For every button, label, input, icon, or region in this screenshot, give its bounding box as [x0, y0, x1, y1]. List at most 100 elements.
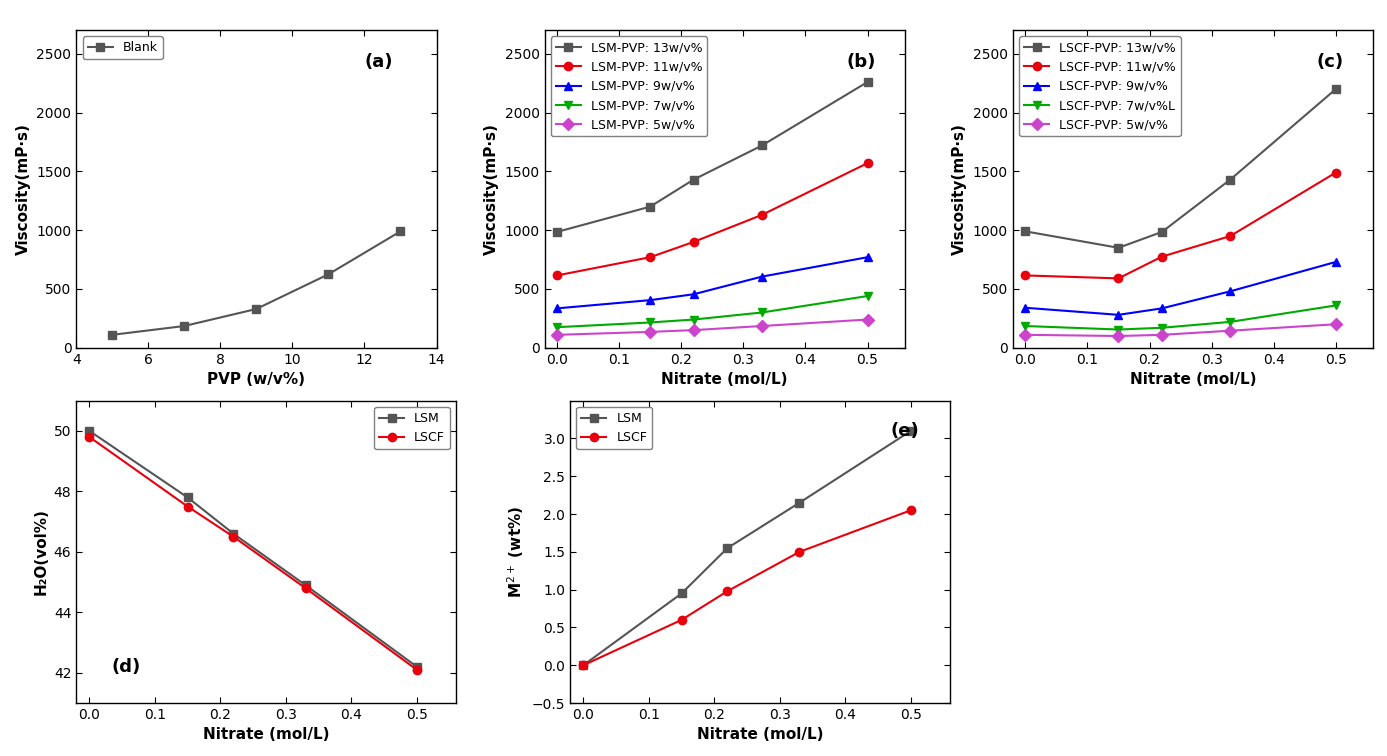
LSM — [80, 426, 97, 435]
LSCF-PVP: 13w/v%: (0.15, 850): 13w/v%: (0.15, 850) — [1110, 243, 1126, 253]
LSCF — [903, 506, 920, 515]
LSM-PVP: 13w/v%: (0.22, 1.43e+03): 13w/v%: (0.22, 1.43e+03) — [685, 175, 702, 184]
Line: Blank: Blank — [108, 227, 405, 339]
LSM-PVP: 11w/v%: (0.15, 770): 11w/v%: (0.15, 770) — [642, 253, 659, 262]
LSCF — [791, 547, 807, 556]
Y-axis label: M$^{2+}$ (wt%): M$^{2+}$ (wt%) — [505, 506, 526, 598]
LSCF-PVP: 7w/v%L: (0.22, 170): 7w/v%L: (0.22, 170) — [1154, 324, 1171, 333]
Legend: LSM, LSCF: LSM, LSCF — [577, 407, 652, 449]
Blank — [104, 330, 121, 339]
LSM-PVP: 9w/v%: (0.15, 405): 9w/v%: (0.15, 405) — [642, 296, 659, 305]
LSCF-PVP: 11w/v%: (0.33, 950): 11w/v%: (0.33, 950) — [1222, 231, 1239, 240]
Y-axis label: Viscosity(mP·s): Viscosity(mP·s) — [953, 123, 967, 255]
LSCF-PVP: 5w/v%: (0.33, 145): 5w/v%: (0.33, 145) — [1222, 326, 1239, 335]
Line: LSM-PVP: 13w/v%: LSM-PVP: 13w/v% — [553, 78, 871, 236]
Line: LSM: LSM — [85, 426, 422, 671]
LSCF — [297, 584, 313, 593]
Y-axis label: Viscosity(mP·s): Viscosity(mP·s) — [484, 123, 499, 255]
Blank — [248, 305, 265, 314]
Y-axis label: Viscosity(mP·s): Viscosity(mP·s) — [15, 123, 31, 255]
LSCF-PVP: 7w/v%L: (0.5, 360): 7w/v%L: (0.5, 360) — [1327, 301, 1344, 310]
LSM-PVP: 5w/v%: (0.22, 150): 5w/v%: (0.22, 150) — [685, 326, 702, 335]
X-axis label: Nitrate (mol/L): Nitrate (mol/L) — [696, 727, 824, 742]
LSCF-PVP: 7w/v%L: (0.33, 220): 7w/v%L: (0.33, 220) — [1222, 318, 1239, 327]
LSCF-PVP: 5w/v%: (0, 110): 5w/v%: (0, 110) — [1017, 330, 1033, 339]
Line: LSCF-PVP: 11w/v%: LSCF-PVP: 11w/v% — [1021, 169, 1340, 283]
LSM-PVP: 13w/v%: (0.15, 1.2e+03): 13w/v%: (0.15, 1.2e+03) — [642, 202, 659, 211]
LSM-PVP: 11w/v%: (0.22, 900): 11w/v%: (0.22, 900) — [685, 237, 702, 246]
LSCF-PVP: 11w/v%: (0.5, 1.49e+03): 11w/v%: (0.5, 1.49e+03) — [1327, 168, 1344, 177]
Text: (e): (e) — [890, 422, 918, 440]
LSM-PVP: 11w/v%: (0.5, 1.57e+03): 11w/v%: (0.5, 1.57e+03) — [859, 159, 875, 168]
LSCF-PVP: 9w/v%: (0, 340): 9w/v%: (0, 340) — [1017, 303, 1033, 312]
LSM — [409, 662, 426, 671]
Blank — [176, 321, 193, 330]
LSCF-PVP: 5w/v%: (0.22, 110): 5w/v%: (0.22, 110) — [1154, 330, 1171, 339]
LSM-PVP: 13w/v%: (0.33, 1.72e+03): 13w/v%: (0.33, 1.72e+03) — [753, 141, 770, 150]
Legend: LSCF-PVP: 13w/v%, LSCF-PVP: 11w/v%, LSCF-PVP: 9w/v%, LSCF-PVP: 7w/v%L, LSCF-PVP:: LSCF-PVP: 13w/v%, LSCF-PVP: 11w/v%, LSCF… — [1019, 36, 1180, 137]
Text: (d): (d) — [111, 658, 140, 676]
Y-axis label: H₂O(vol%): H₂O(vol%) — [33, 509, 49, 595]
LSM — [718, 544, 735, 553]
LSM-PVP: 5w/v%: (0.15, 135): 5w/v%: (0.15, 135) — [642, 327, 659, 336]
Text: (c): (c) — [1316, 53, 1344, 71]
X-axis label: Nitrate (mol/L): Nitrate (mol/L) — [203, 727, 330, 742]
LSM — [225, 529, 241, 538]
Legend: Blank: Blank — [83, 36, 162, 60]
LSM — [903, 426, 920, 435]
LSM-PVP: 7w/v%: (0.5, 440): 7w/v%: (0.5, 440) — [859, 292, 875, 301]
LSM-PVP: 9w/v%: (0.33, 605): 9w/v%: (0.33, 605) — [753, 272, 770, 281]
LSM — [297, 581, 313, 590]
LSM-PVP: 11w/v%: (0, 615): 11w/v%: (0, 615) — [549, 271, 566, 280]
Legend: LSM, LSCF: LSM, LSCF — [374, 407, 449, 449]
LSCF-PVP: 7w/v%L: (0.15, 155): 7w/v%L: (0.15, 155) — [1110, 325, 1126, 334]
LSCF-PVP: 9w/v%: (0.22, 335): 9w/v%: (0.22, 335) — [1154, 304, 1171, 313]
LSCF-PVP: 9w/v%: (0.33, 480): 9w/v%: (0.33, 480) — [1222, 287, 1239, 296]
LSM — [179, 493, 196, 502]
Line: LSCF-PVP: 7w/v%L: LSCF-PVP: 7w/v%L — [1021, 301, 1340, 333]
Text: (a): (a) — [365, 53, 393, 71]
LSCF — [225, 532, 241, 541]
LSM-PVP: 5w/v%: (0, 110): 5w/v%: (0, 110) — [549, 330, 566, 339]
Text: (b): (b) — [847, 53, 877, 71]
LSCF-PVP: 9w/v%: (0.15, 280): 9w/v%: (0.15, 280) — [1110, 310, 1126, 319]
LSM-PVP: 13w/v%: (0.5, 2.26e+03): 13w/v%: (0.5, 2.26e+03) — [859, 77, 875, 86]
LSCF-PVP: 11w/v%: (0.15, 590): 11w/v%: (0.15, 590) — [1110, 274, 1126, 283]
Line: LSCF-PVP: 13w/v%: LSCF-PVP: 13w/v% — [1021, 85, 1340, 252]
LSCF — [80, 432, 97, 442]
Blank — [320, 270, 337, 279]
Line: LSCF-PVP: 9w/v%: LSCF-PVP: 9w/v% — [1021, 258, 1340, 319]
X-axis label: Nitrate (mol/L): Nitrate (mol/L) — [662, 372, 788, 387]
LSCF-PVP: 7w/v%L: (0, 185): 7w/v%L: (0, 185) — [1017, 321, 1033, 330]
Legend: LSM-PVP: 13w/v%, LSM-PVP: 11w/v%, LSM-PVP: 9w/v%, LSM-PVP: 7w/v%, LSM-PVP: 5w/v%: LSM-PVP: 13w/v%, LSM-PVP: 11w/v%, LSM-PV… — [551, 36, 707, 137]
LSM-PVP: 5w/v%: (0.5, 240): 5w/v%: (0.5, 240) — [859, 315, 875, 324]
LSM-PVP: 9w/v%: (0, 335): 9w/v%: (0, 335) — [549, 304, 566, 313]
Line: LSCF: LSCF — [580, 506, 915, 670]
LSM-PVP: 9w/v%: (0.5, 770): 9w/v%: (0.5, 770) — [859, 253, 875, 262]
LSCF — [718, 587, 735, 596]
LSCF — [409, 665, 426, 674]
LSCF — [576, 661, 592, 670]
X-axis label: Nitrate (mol/L): Nitrate (mol/L) — [1130, 372, 1257, 387]
Line: LSCF: LSCF — [85, 432, 422, 674]
LSM-PVP: 11w/v%: (0.33, 1.13e+03): 11w/v%: (0.33, 1.13e+03) — [753, 210, 770, 219]
LSM — [576, 661, 592, 670]
LSM-PVP: 5w/v%: (0.33, 185): 5w/v%: (0.33, 185) — [753, 321, 770, 330]
Line: LSM-PVP: 7w/v%: LSM-PVP: 7w/v% — [553, 292, 871, 331]
LSCF-PVP: 13w/v%: (0.33, 1.43e+03): 13w/v%: (0.33, 1.43e+03) — [1222, 175, 1239, 184]
LSCF-PVP: 5w/v%: (0.5, 200): 5w/v%: (0.5, 200) — [1327, 320, 1344, 329]
LSM-PVP: 7w/v%: (0, 175): 7w/v%: (0, 175) — [549, 323, 566, 332]
Line: LSCF-PVP: 5w/v%: LSCF-PVP: 5w/v% — [1021, 320, 1340, 340]
LSM — [791, 498, 807, 507]
LSM-PVP: 7w/v%: (0.22, 240): 7w/v%: (0.22, 240) — [685, 315, 702, 324]
LSM-PVP: 9w/v%: (0.22, 455): 9w/v%: (0.22, 455) — [685, 290, 702, 299]
Line: LSM-PVP: 11w/v%: LSM-PVP: 11w/v% — [553, 159, 871, 280]
LSCF-PVP: 5w/v%: (0.15, 100): 5w/v%: (0.15, 100) — [1110, 331, 1126, 340]
LSCF-PVP: 13w/v%: (0.5, 2.2e+03): 13w/v%: (0.5, 2.2e+03) — [1327, 85, 1344, 94]
LSCF — [673, 615, 689, 624]
LSCF-PVP: 11w/v%: (0.22, 775): 11w/v%: (0.22, 775) — [1154, 252, 1171, 261]
Blank — [393, 227, 409, 236]
LSCF-PVP: 13w/v%: (0, 990): 13w/v%: (0, 990) — [1017, 227, 1033, 236]
LSCF-PVP: 13w/v%: (0.22, 985): 13w/v%: (0.22, 985) — [1154, 228, 1171, 237]
LSM — [673, 589, 689, 598]
